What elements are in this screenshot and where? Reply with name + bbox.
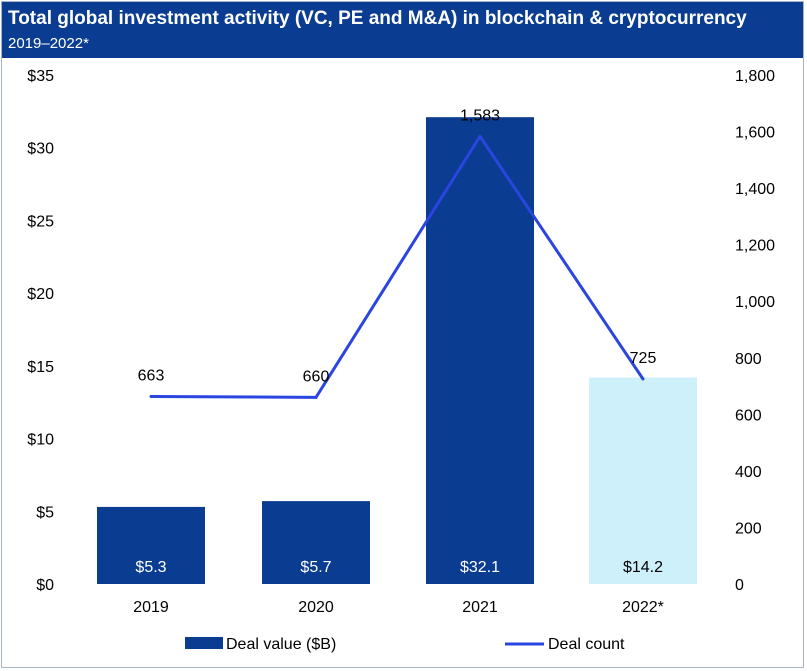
left-axis-tick-label: $30 <box>27 141 54 158</box>
deal-count-point <box>314 395 318 399</box>
right-axis-tick-label: 1,200 <box>735 238 775 255</box>
deal-value-bar <box>589 377 697 584</box>
x-axis-category-label: 2019 <box>133 599 169 616</box>
deal-count-point <box>641 377 645 381</box>
left-axis-tick-label: $25 <box>27 213 54 230</box>
deal-count-data-label: 663 <box>138 368 165 385</box>
right-axis-tick-label: 1,600 <box>735 125 775 142</box>
left-axis-tick-label: $0 <box>36 577 54 594</box>
right-axis-tick-label: 200 <box>735 520 762 537</box>
left-axis-tick-label: $10 <box>27 432 54 449</box>
legend-swatch-deal-value <box>185 637 223 649</box>
deal-count-data-label: 725 <box>630 350 657 367</box>
deal-count-point <box>478 134 482 138</box>
chart-header: Total global investment activity (VC, PE… <box>2 2 803 58</box>
deal-value-bar <box>262 501 370 584</box>
right-axis-tick-label: 0 <box>735 577 744 594</box>
left-axis-tick-label: $15 <box>27 359 54 376</box>
right-axis-tick-label: 1,400 <box>735 181 775 198</box>
deal-value-bar <box>97 506 205 584</box>
left-axis-tick-label: $35 <box>27 68 54 85</box>
chart-subtitle: 2019–2022* <box>8 35 89 52</box>
deal-count-point <box>149 395 153 399</box>
deal-value-data-label: $32.1 <box>460 559 500 576</box>
chart-title: Total global investment activity (VC, PE… <box>8 8 747 29</box>
x-axis-category-label: 2022* <box>622 599 664 616</box>
right-axis-tick-label: 600 <box>735 407 762 424</box>
deal-count-data-label: 1,583 <box>460 107 500 124</box>
deal-value-data-label: $14.2 <box>623 559 663 576</box>
x-axis-category-label: 2020 <box>298 599 334 616</box>
legend-label-deal-value: Deal value ($B) <box>226 636 336 653</box>
left-axis-tick-label: $5 <box>36 504 54 521</box>
right-axis-tick-label: 400 <box>735 464 762 481</box>
right-axis-tick-label: 1,800 <box>735 68 775 85</box>
x-axis-category-label: 2021 <box>462 599 498 616</box>
deal-value-bar <box>426 117 534 584</box>
deal-count-data-label: 660 <box>303 368 330 385</box>
deal-value-data-label: $5.3 <box>135 559 166 576</box>
right-axis-tick-label: 800 <box>735 351 762 368</box>
right-axis-tick-label: 1,000 <box>735 294 775 311</box>
deal-count-line <box>150 134 645 399</box>
legend-label-deal-count: Deal count <box>548 636 625 653</box>
left-axis-tick-label: $20 <box>27 286 54 303</box>
deal-value-data-label: $5.7 <box>300 559 331 576</box>
